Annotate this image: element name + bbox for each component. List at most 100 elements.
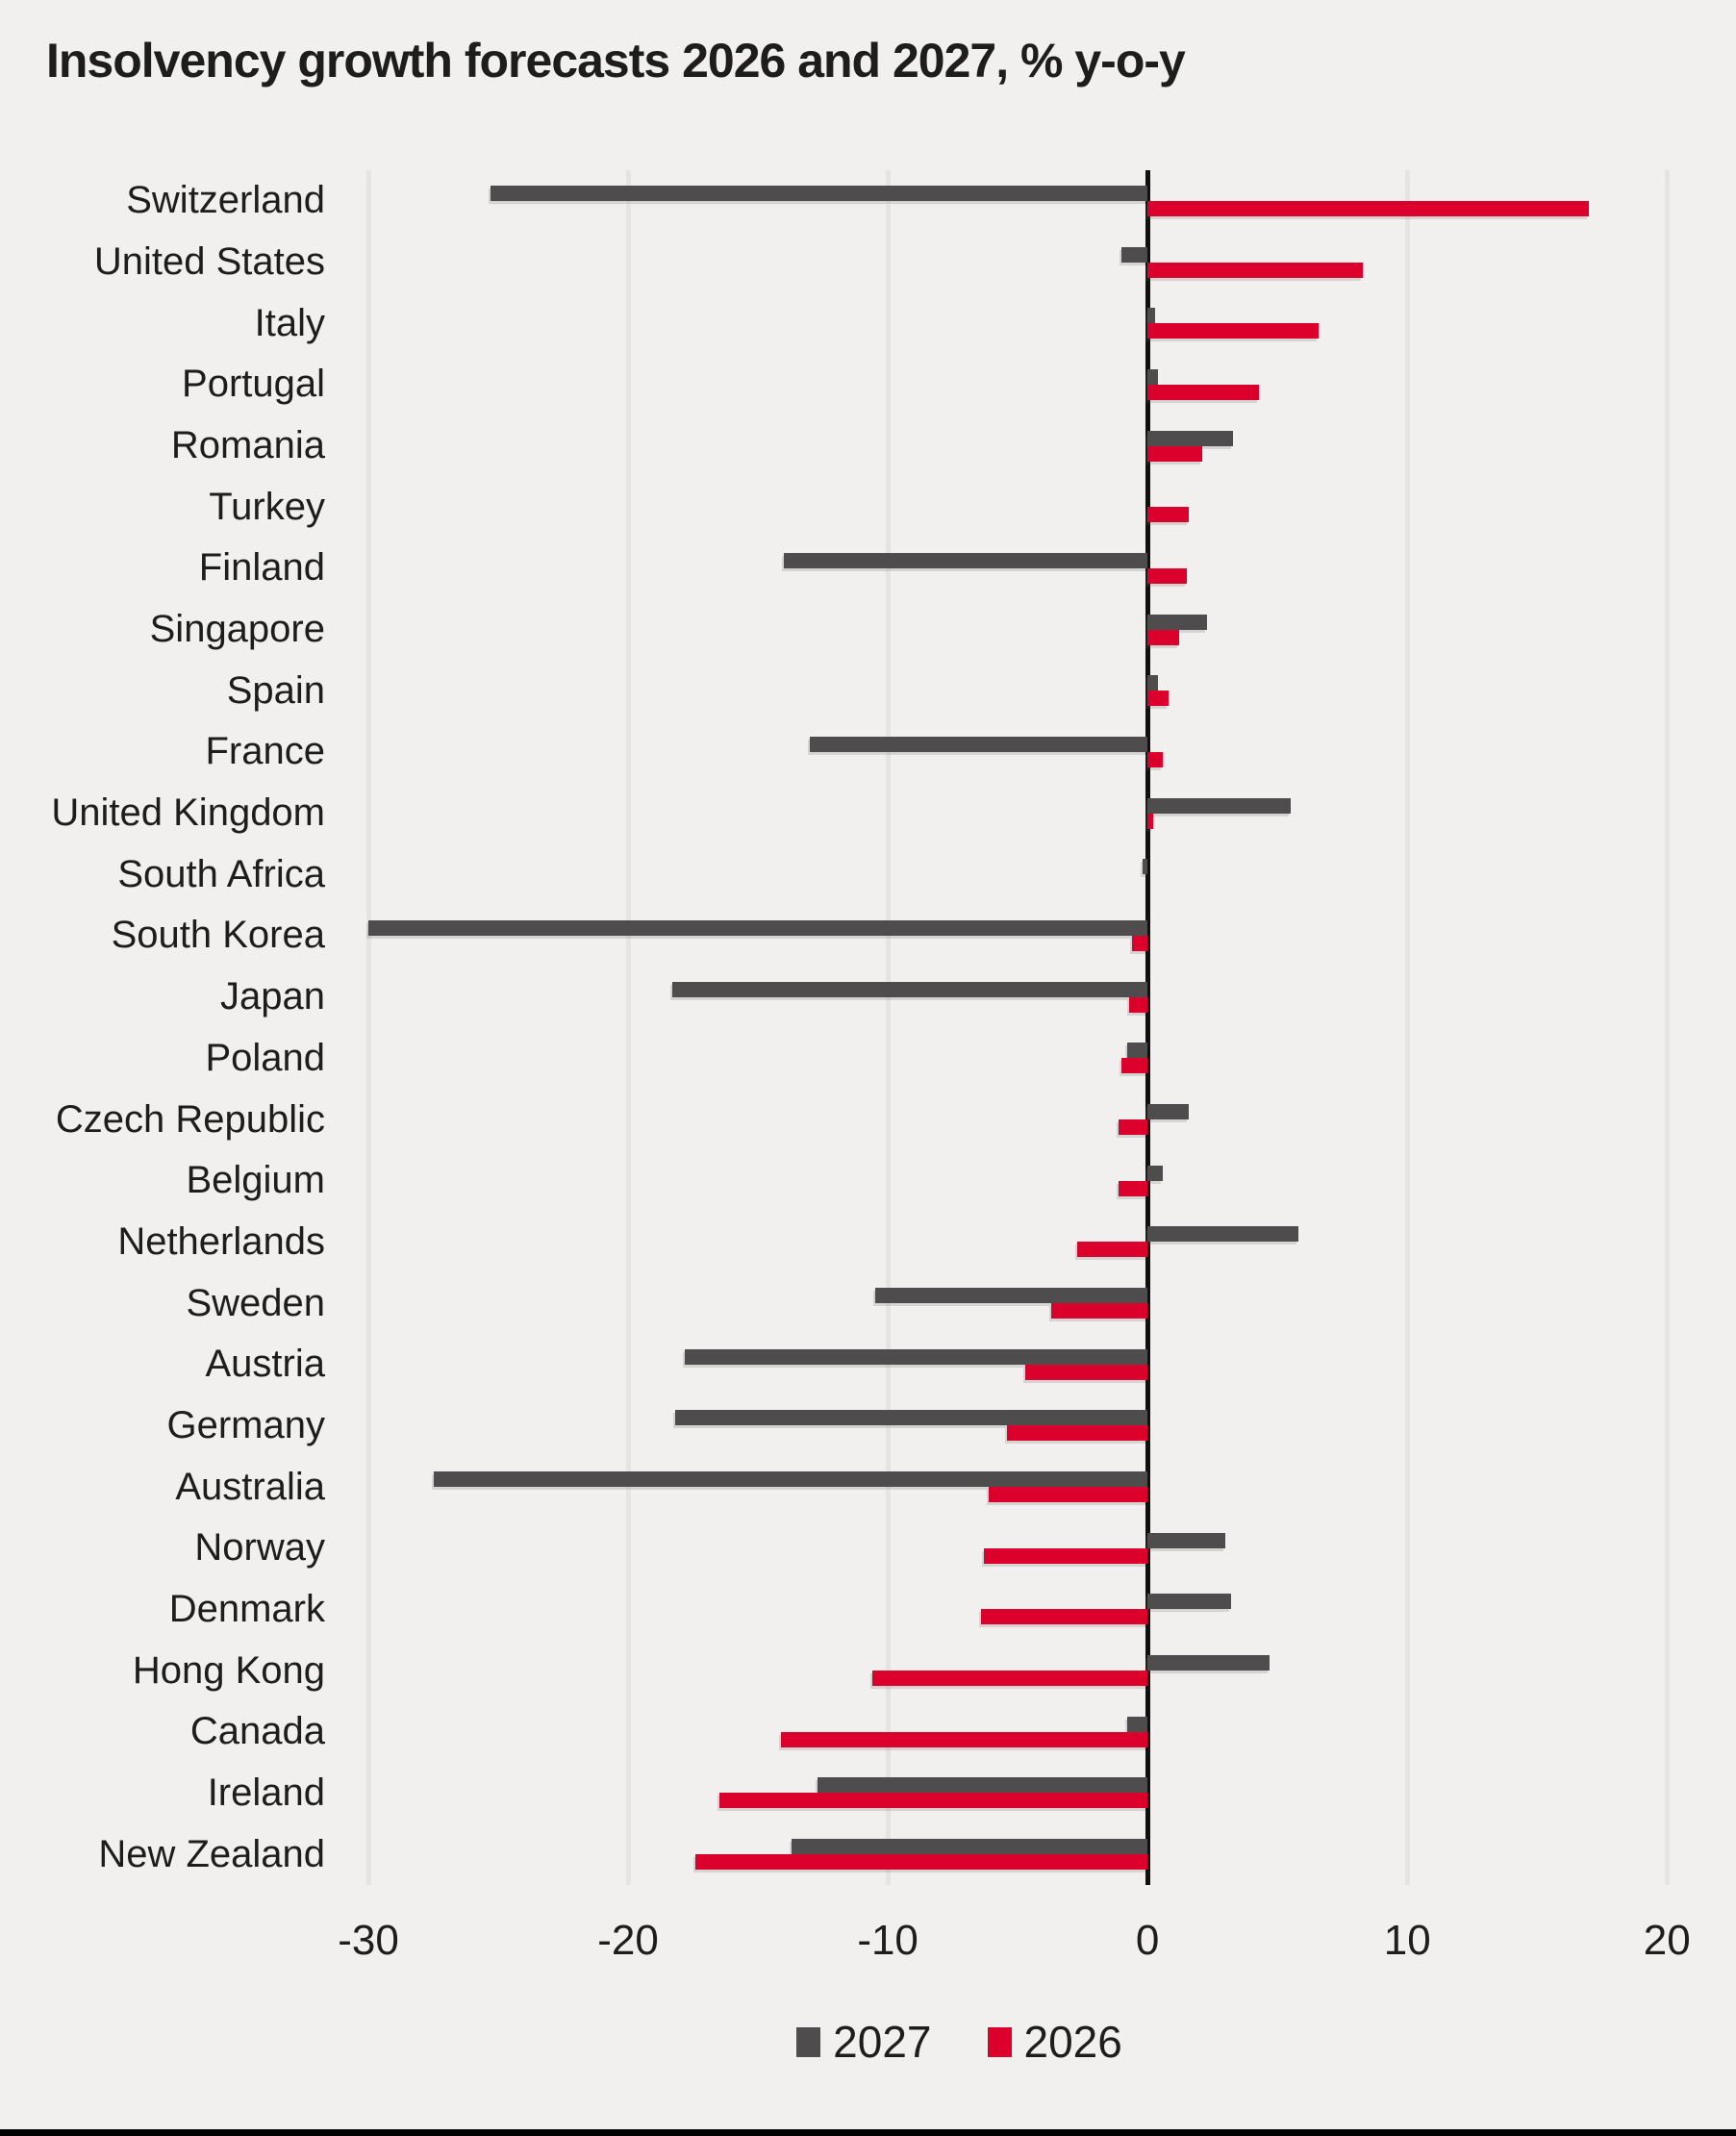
bar-chart-plot-area: Switzerland United States Italy Portugal Rom… [0, 170, 1736, 1885]
bar-2026 [1147, 629, 1179, 645]
category-label: Netherlands [117, 1219, 325, 1263]
chart-row: South Africa [0, 843, 1736, 905]
bar-2026 [984, 1547, 1148, 1564]
x-axis-tick-label: 20 [1643, 1917, 1691, 1964]
category-label: Austria [205, 1343, 326, 1386]
chart-title: Insolvency growth forecasts 2026 and 202… [46, 34, 1186, 88]
chart-row: United States [0, 232, 1736, 293]
category-label: Denmark [168, 1587, 325, 1630]
bar-2027 [1121, 246, 1148, 263]
bar-2026 [1025, 1364, 1148, 1380]
bar-2026 [695, 1854, 1148, 1871]
x-axis-tick-label: -30 [338, 1917, 399, 1964]
category-label: United States [93, 240, 325, 283]
bar-2027 [1142, 859, 1148, 875]
category-label: Turkey [209, 485, 325, 528]
bar-2026 [981, 1609, 1148, 1625]
chart-row: Netherlands [0, 1212, 1736, 1273]
bar-2026 [1131, 935, 1148, 951]
bar-2026 [1147, 323, 1320, 339]
chart-row: New Zealand [0, 1823, 1736, 1885]
chart-row: Switzerland [0, 170, 1736, 232]
bar-2027 [671, 981, 1148, 997]
bar-2026 [1121, 1058, 1148, 1074]
bottom-border-bar [0, 2129, 1736, 2136]
x-axis-tick-labels: -30 -20 -10 0 10 20 [0, 1917, 1736, 1974]
x-axis-tick-label: -20 [597, 1917, 659, 1964]
category-label: Japan [220, 975, 325, 1018]
category-label: Singapore [149, 608, 325, 651]
chart-row: Czech Republic [0, 1089, 1736, 1150]
category-label: Italy [254, 301, 325, 344]
bar-2026 [718, 1793, 1148, 1809]
category-label: Germany [166, 1403, 326, 1446]
bar-2027 [1126, 1716, 1148, 1732]
bar-2026 [1147, 262, 1364, 278]
bar-2026 [1119, 1180, 1148, 1196]
bar-2026 [1077, 1242, 1148, 1258]
category-label: Romania [170, 424, 325, 467]
bar-2027 [368, 919, 1148, 936]
category-label: Sweden [186, 1281, 325, 1324]
chart-row: Norway [0, 1518, 1736, 1579]
category-label: Canada [189, 1710, 325, 1753]
bar-2026 [1051, 1303, 1148, 1319]
category-label: United Kingdom [51, 792, 325, 835]
bar-2026 [1147, 200, 1590, 216]
gridline [1404, 170, 1410, 1885]
category-label: Australia [175, 1465, 325, 1508]
bar-2026 [1147, 751, 1164, 767]
chart-row: South Korea [0, 905, 1736, 967]
chart-row: Spain [0, 660, 1736, 721]
bar-2026 [1147, 567, 1187, 584]
chart-row: Romania [0, 415, 1736, 477]
x-axis-tick-label: 0 [1135, 1917, 1160, 1964]
category-label: Switzerland [126, 179, 325, 222]
chart-row: United Kingdom [0, 783, 1736, 844]
category-label: Portugal [182, 363, 325, 406]
chart-row: Finland [0, 538, 1736, 599]
bar-2026 [1147, 813, 1153, 829]
gridline [625, 170, 631, 1885]
bar-2027 [1147, 308, 1156, 324]
bar-2027 [1147, 1655, 1271, 1671]
bar-2027 [1147, 675, 1158, 691]
bar-2027 [1147, 368, 1158, 385]
chart-row: Germany [0, 1395, 1736, 1457]
bar-2026 [1119, 1119, 1148, 1135]
chart-row: Japan [0, 967, 1736, 1028]
legend-label: 2026 [1023, 2017, 1122, 2067]
chart-row: France [0, 721, 1736, 783]
bar-2027 [433, 1471, 1148, 1488]
category-label: Finland [198, 546, 325, 590]
category-label: Belgium [186, 1159, 325, 1202]
bar-2027 [490, 185, 1148, 201]
bar-2027 [1126, 1043, 1148, 1059]
legend-label: 2027 [833, 2017, 932, 2067]
category-label: Poland [205, 1036, 325, 1079]
x-axis-tick-label: 10 [1383, 1917, 1431, 1964]
category-label: South Africa [117, 852, 325, 895]
bar-2027 [1147, 1104, 1190, 1119]
bar-2026 [781, 1731, 1148, 1747]
chart-row: Ireland [0, 1763, 1736, 1824]
chart-row: Singapore [0, 599, 1736, 661]
chart-row: Australia [0, 1456, 1736, 1518]
bar-2027 [1147, 1165, 1164, 1181]
category-label: New Zealand [98, 1832, 325, 1875]
x-axis-tick-label: -10 [857, 1917, 918, 1964]
category-label: Hong Kong [132, 1648, 325, 1692]
bar-2027 [1147, 614, 1208, 630]
legend-item-2026: 2026 [987, 2016, 1122, 2068]
category-label: Ireland [207, 1771, 325, 1814]
bar-2026 [1147, 445, 1202, 462]
bar-2027 [1147, 1594, 1231, 1610]
legend-swatch-icon [796, 2026, 821, 2057]
category-label: Norway [194, 1526, 325, 1570]
category-label: Spain [226, 668, 325, 712]
chart-row: Sweden [0, 1272, 1736, 1334]
bar-2027 [810, 736, 1148, 752]
gridline [1664, 170, 1670, 1885]
bar-2027 [1147, 1532, 1226, 1548]
